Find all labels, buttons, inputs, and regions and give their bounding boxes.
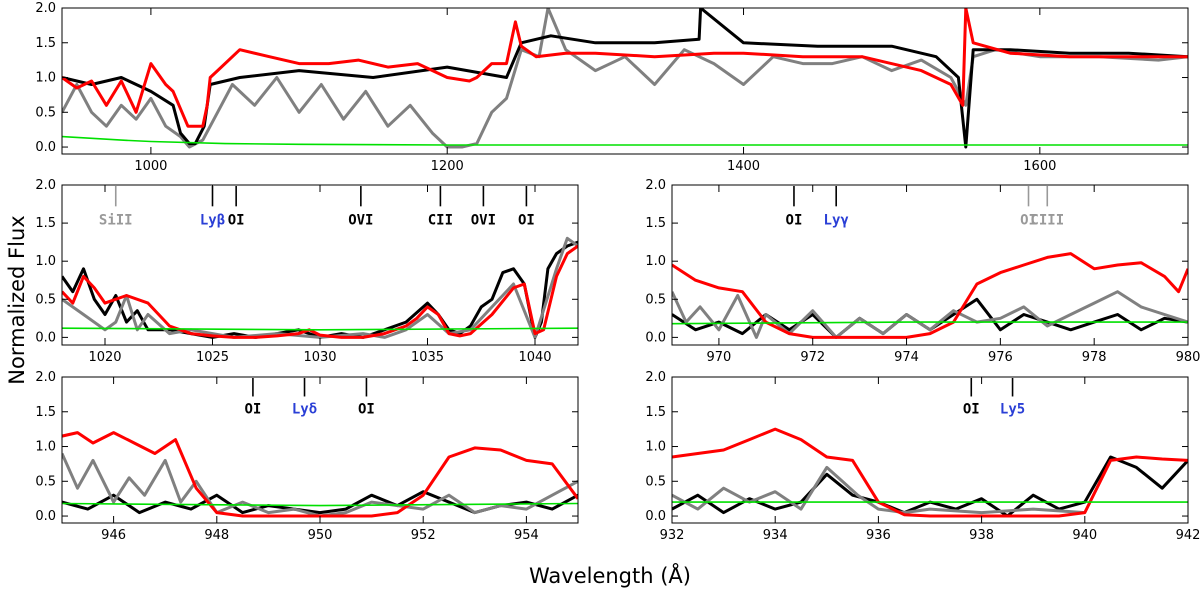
- y-tick-label: 0.0: [645, 509, 666, 524]
- x-tick-label: 948: [204, 528, 229, 543]
- lyb-panel: 0.0 0.5 1.0 1.5 2.0 1020 1025 1030 1035 1040 SiII L…: [35, 178, 579, 365]
- line-id-label: OVI: [471, 212, 496, 228]
- line-id-label: CII: [428, 212, 453, 228]
- line-id-label: Ly5: [1000, 401, 1025, 417]
- x-tick-label: 972: [800, 350, 825, 365]
- y-tick-label: 0.0: [645, 330, 666, 345]
- line-id-label: OI: [518, 212, 535, 228]
- series-line-1: [672, 465, 1085, 515]
- y-tick-label: 2.0: [35, 178, 56, 193]
- y-tick-label: 0.5: [35, 474, 56, 489]
- line-id-label: OI: [358, 401, 375, 417]
- line-id-label: CIII: [1030, 212, 1064, 228]
- series-line-1: [62, 236, 578, 339]
- x-tick-label: 1000: [134, 159, 167, 174]
- chart-panels: 0.0 0.5 1.0 1.5 2.0 1000 1200 1400 1600 0.0 0.5 1.0…: [35, 1, 1200, 543]
- series-line-3: [62, 327, 578, 331]
- x-tick-label: 952: [411, 528, 436, 543]
- y-tick-label: 0.0: [35, 140, 56, 155]
- y-tick-label: 0.5: [645, 474, 666, 489]
- x-tick-label: 1400: [727, 159, 760, 174]
- y-axis-title: Normalized Flux: [5, 215, 29, 384]
- y-tick-label: 0.5: [645, 292, 666, 307]
- x-tick-label: 938: [969, 528, 994, 543]
- x-tick-label: 942: [1176, 528, 1200, 543]
- y-tick-label: 0.0: [35, 509, 56, 524]
- y-tick-label: 1.5: [35, 216, 56, 231]
- line-id-label: Lyβ: [200, 212, 225, 228]
- plot-frame: [61, 7, 1189, 155]
- series-line-1: [62, 452, 578, 518]
- overview-panel: 0.0 0.5 1.0 1.5 2.0 1000 1200 1400 1600: [35, 1, 1189, 174]
- x-tick-label: 950: [308, 528, 333, 543]
- y-tick-label: 0.5: [35, 105, 56, 120]
- lyg-panel: 0.0 0.5 1.0 1.5 2.0 970 972 974 976 978 980 OI Lyγ OI…: [645, 178, 1200, 365]
- y-tick-label: 1.0: [35, 254, 56, 269]
- y-tick-label: 1.5: [35, 405, 56, 420]
- y-tick-label: 1.0: [35, 71, 56, 86]
- line-id-label: SiII: [99, 212, 133, 228]
- x-tick-label: 1600: [1023, 159, 1056, 174]
- series-line-3: [62, 135, 1188, 146]
- y-tick-label: 1.0: [645, 440, 666, 455]
- x-tick-label: 934: [763, 528, 788, 543]
- line-id-label: Lyδ: [292, 401, 317, 417]
- x-tick-label: 1200: [431, 159, 464, 174]
- line-id-label: OVI: [348, 212, 373, 228]
- series-line-3: [672, 321, 1188, 325]
- x-tick-label: 932: [660, 528, 685, 543]
- x-tick-label: 978: [1082, 350, 1107, 365]
- x-tick-label: 980: [1176, 350, 1200, 365]
- x-tick-label: 954: [514, 528, 539, 543]
- x-tick-label: 1040: [518, 350, 551, 365]
- x-tick-label: 976: [988, 350, 1013, 365]
- x-tick-label: 1025: [196, 350, 229, 365]
- series-line-1: [672, 290, 1188, 339]
- ly5-panel: 0.0 0.5 1.0 1.5 2.0 932 934 936 938 940 942 OI Ly5: [645, 370, 1200, 543]
- y-tick-label: 1.5: [645, 216, 666, 231]
- series-line-2: [62, 244, 578, 339]
- series-line-2: [62, 8, 1188, 128]
- line-id-label: OI: [228, 212, 245, 228]
- line-id-label: Lyγ: [824, 212, 849, 228]
- x-axis-title: Wavelength (Å): [529, 562, 691, 588]
- series-line-2: [672, 252, 1188, 339]
- y-tick-label: 0.5: [35, 292, 56, 307]
- y-tick-label: 1.5: [35, 36, 56, 51]
- series-line-3: [62, 502, 578, 507]
- y-tick-label: 1.5: [645, 405, 666, 420]
- y-tick-label: 1.0: [645, 254, 666, 269]
- y-tick-label: 2.0: [645, 178, 666, 193]
- line-id-label: OI: [244, 401, 261, 417]
- y-tick-label: 0.0: [35, 330, 56, 345]
- plot-frame: [61, 184, 579, 346]
- lyd-panel: 0.0 0.5 1.0 1.5 2.0 946 948 950 952 954 OI Lyδ OI: [35, 370, 579, 543]
- series-line-0: [672, 455, 1188, 518]
- y-tick-label: 2.0: [35, 370, 56, 385]
- line-id-label: OI: [1020, 212, 1037, 228]
- x-tick-label: 974: [894, 350, 919, 365]
- line-id-label: OI: [786, 212, 803, 228]
- series-line-2: [672, 427, 1188, 518]
- y-tick-label: 2.0: [35, 1, 56, 16]
- x-tick-label: 1030: [303, 350, 336, 365]
- x-tick-label: 970: [706, 350, 731, 365]
- x-tick-label: 936: [866, 528, 891, 543]
- series-line-1: [62, 8, 1188, 149]
- plot-frame: [671, 376, 1189, 524]
- y-tick-label: 1.0: [35, 440, 56, 455]
- y-tick-label: 2.0: [645, 370, 666, 385]
- plot-frame: [671, 184, 1189, 346]
- x-tick-label: 1035: [411, 350, 444, 365]
- line-id-label: OI: [963, 401, 980, 417]
- x-tick-label: 946: [101, 528, 126, 543]
- series-line-0: [62, 490, 578, 515]
- series-line-0: [62, 240, 578, 339]
- series-line-2: [62, 431, 578, 518]
- x-tick-label: 940: [1072, 528, 1097, 543]
- series-line-0: [62, 8, 1188, 149]
- x-tick-label: 1020: [88, 350, 121, 365]
